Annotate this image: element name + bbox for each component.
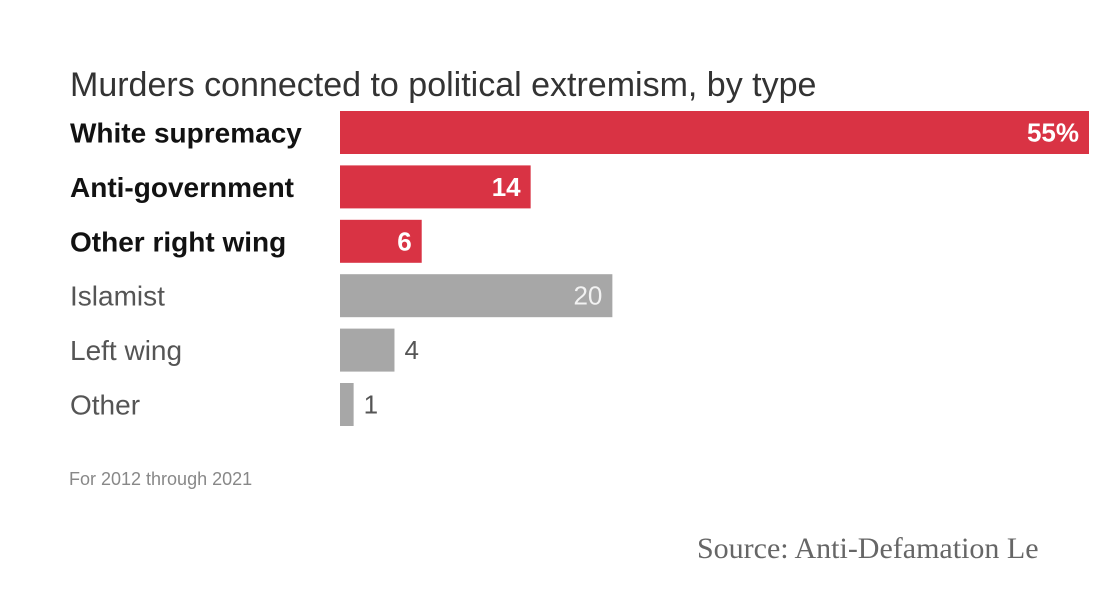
category-label: Anti-government [70,172,294,203]
bar [340,111,1089,154]
category-label: Islamist [70,281,165,312]
bars-group: White supremacy 55% Anti-government 14 Other… [70,111,1089,426]
category-label: White supremacy [70,118,302,149]
value-label: 14 [492,172,521,202]
value-label: 20 [573,281,602,311]
bar [340,165,531,209]
bar [340,383,354,426]
value-label: 6 [397,226,411,256]
bar [340,274,613,318]
category-label: Other right wing [70,226,286,257]
category-label: Other [70,390,140,421]
source-credit: Source: Anti-Defamation Le [697,532,1039,565]
bar [340,219,422,263]
chart-title: Murders connected to political extremism… [70,66,816,104]
value-label: 1 [364,390,378,420]
category-label: Left wing [70,335,182,366]
chart-note: For 2012 through 2021 [69,469,252,489]
bar [340,328,395,372]
value-label: 4 [404,335,418,365]
value-label: 55% [1027,118,1079,148]
